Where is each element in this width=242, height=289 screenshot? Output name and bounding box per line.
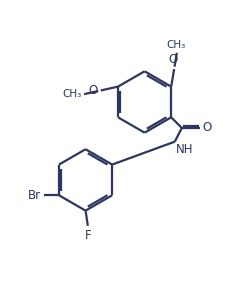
Text: NH: NH	[176, 143, 193, 156]
Text: O: O	[88, 84, 98, 97]
Text: CH₃: CH₃	[166, 40, 185, 51]
Text: O: O	[168, 53, 178, 66]
Text: O: O	[203, 121, 212, 134]
Text: CH₃: CH₃	[62, 89, 81, 99]
Text: F: F	[84, 229, 91, 242]
Text: Br: Br	[28, 189, 41, 202]
